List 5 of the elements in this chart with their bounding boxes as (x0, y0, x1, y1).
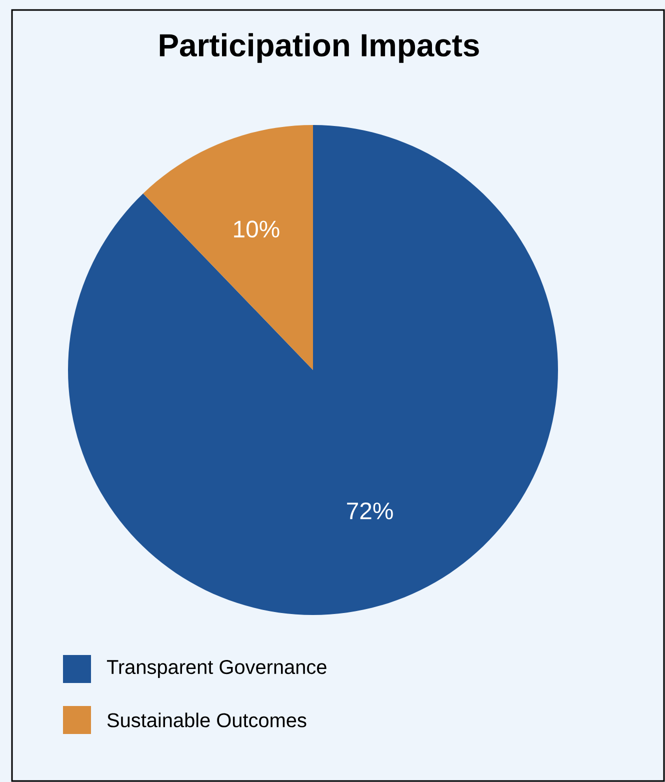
legend-label: Sustainable Outcomes (107, 712, 306, 728)
data-label: 10% (234, 220, 280, 238)
legend-label: Transparent Governance (106, 660, 326, 678)
chart-title: Participation Impacts (160, 33, 479, 63)
data-label: 72% (347, 502, 393, 520)
